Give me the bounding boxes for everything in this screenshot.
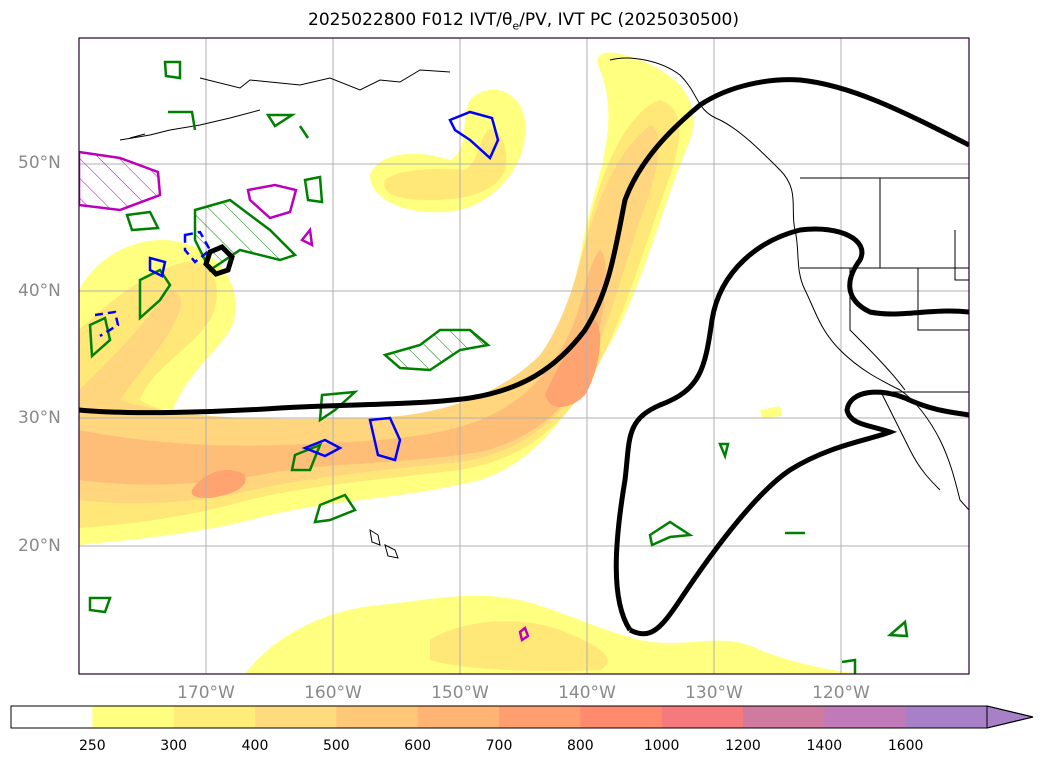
pv-green-contour	[382, 328, 491, 372]
state-borders	[800, 178, 969, 391]
pv-green-contour	[303, 175, 324, 204]
map-frame	[78, 37, 970, 675]
pv-green-contour	[313, 493, 357, 524]
hawaii	[369, 528, 399, 559]
colorbar-cell	[580, 706, 663, 728]
ivt-500-band	[79, 250, 607, 485]
pv-blue-contour	[183, 230, 212, 264]
ivt-pc-hexagon	[203, 244, 235, 277]
colorbar-extend-arrow	[986, 705, 1034, 729]
ivt-pc-line-loop	[613, 226, 969, 632]
aleutians	[119, 109, 261, 141]
colorbar-cell	[92, 706, 175, 728]
north-america-coast	[609, 57, 969, 511]
colorbar-cell	[743, 706, 825, 728]
colorbar-tick-label: 700	[485, 738, 513, 754]
lon-label-130w: 130°W	[685, 683, 743, 703]
pv-magenta-contour	[300, 226, 530, 643]
ivt-250-small	[760, 406, 782, 418]
colorbar-tick-label: 1000	[643, 738, 680, 754]
map-grid	[79, 38, 969, 674]
colorbar-cell	[417, 706, 500, 728]
pv-green-contour	[290, 442, 323, 472]
pv-blue-contour	[368, 416, 402, 462]
pv-green-contour	[648, 520, 694, 547]
colorbar-cell	[905, 706, 988, 728]
lon-label-150w: 150°W	[431, 683, 489, 703]
lat-label-20n: 20°N	[18, 536, 61, 556]
colorbar-cell	[661, 706, 744, 728]
lon-label-120w: 120°W	[812, 683, 870, 703]
pv-blue-contour	[148, 256, 167, 278]
colorbar-tick-label: 1400	[806, 738, 843, 754]
pv-magenta-contour	[246, 183, 298, 220]
map-title: 2025022800 F012 IVT/θe/PV, IVT PC (20250…	[308, 10, 739, 33]
ivt-600-core	[545, 320, 601, 408]
pv-blue-contour	[448, 110, 500, 161]
ivt-300-south	[430, 621, 608, 671]
ivt-pc-line-main	[79, 77, 969, 416]
pv-green-contour	[193, 198, 298, 272]
colorbar-tick-label: 300	[160, 738, 188, 754]
colorbar-tick-label: 800	[566, 738, 594, 754]
colorbar-cell	[11, 706, 93, 728]
alaska-coast	[199, 69, 451, 91]
lon-label-160w: 160°W	[304, 683, 362, 703]
colorbar-cell	[499, 706, 581, 728]
ivt-shading	[79, 52, 860, 674]
colorbar-cell	[173, 706, 256, 728]
pv-green-contour	[88, 316, 112, 359]
pv-green-contour	[125, 210, 160, 232]
pv-green-contour	[886, 619, 909, 638]
colorbar-outline	[10, 705, 1034, 729]
ivt-pc-contour	[79, 77, 969, 637]
colorbar-tick-label: 600	[404, 738, 432, 754]
lat-label-40n: 40°N	[18, 281, 61, 301]
coastlines	[119, 57, 969, 559]
colorbar-tick-label: 400	[241, 738, 269, 754]
lat-label-50n: 50°N	[18, 153, 61, 173]
colorbar-tick-label: 1200	[725, 738, 761, 754]
pv-magenta-contour	[79, 150, 162, 212]
pv-green-contour	[168, 110, 805, 535]
pv-green-contour	[265, 113, 310, 139]
colorbar-tick-label: 250	[78, 738, 106, 754]
ivt-300-blob	[384, 129, 507, 200]
colorbar-tick-label: 500	[322, 738, 350, 754]
colorbar-tick-label: 1600	[887, 738, 924, 754]
pv-green-contour	[841, 658, 857, 674]
pv-blue-contour	[301, 438, 343, 458]
pv-green-contour	[718, 442, 730, 460]
colorbar-cell	[255, 706, 337, 728]
baja-coast	[879, 389, 941, 491]
pv-green-contour	[138, 268, 172, 321]
lat-label-30n: 30°N	[18, 408, 61, 428]
pv-green-contour	[88, 596, 112, 614]
colorbar	[10, 705, 1034, 729]
lon-label-140w: 140°W	[558, 683, 616, 703]
colorbar-cell	[336, 706, 419, 728]
pv-blue-contour	[94, 310, 120, 338]
pv-contours	[79, 60, 909, 674]
ivt-pc-line-loop-return	[628, 389, 969, 637]
pv-green-contour	[318, 390, 359, 423]
colorbar-cell	[824, 706, 907, 728]
ivt-600-core-2	[191, 470, 246, 498]
pv-green-contour	[163, 60, 182, 80]
lon-label-170w: 170°W	[177, 683, 235, 703]
